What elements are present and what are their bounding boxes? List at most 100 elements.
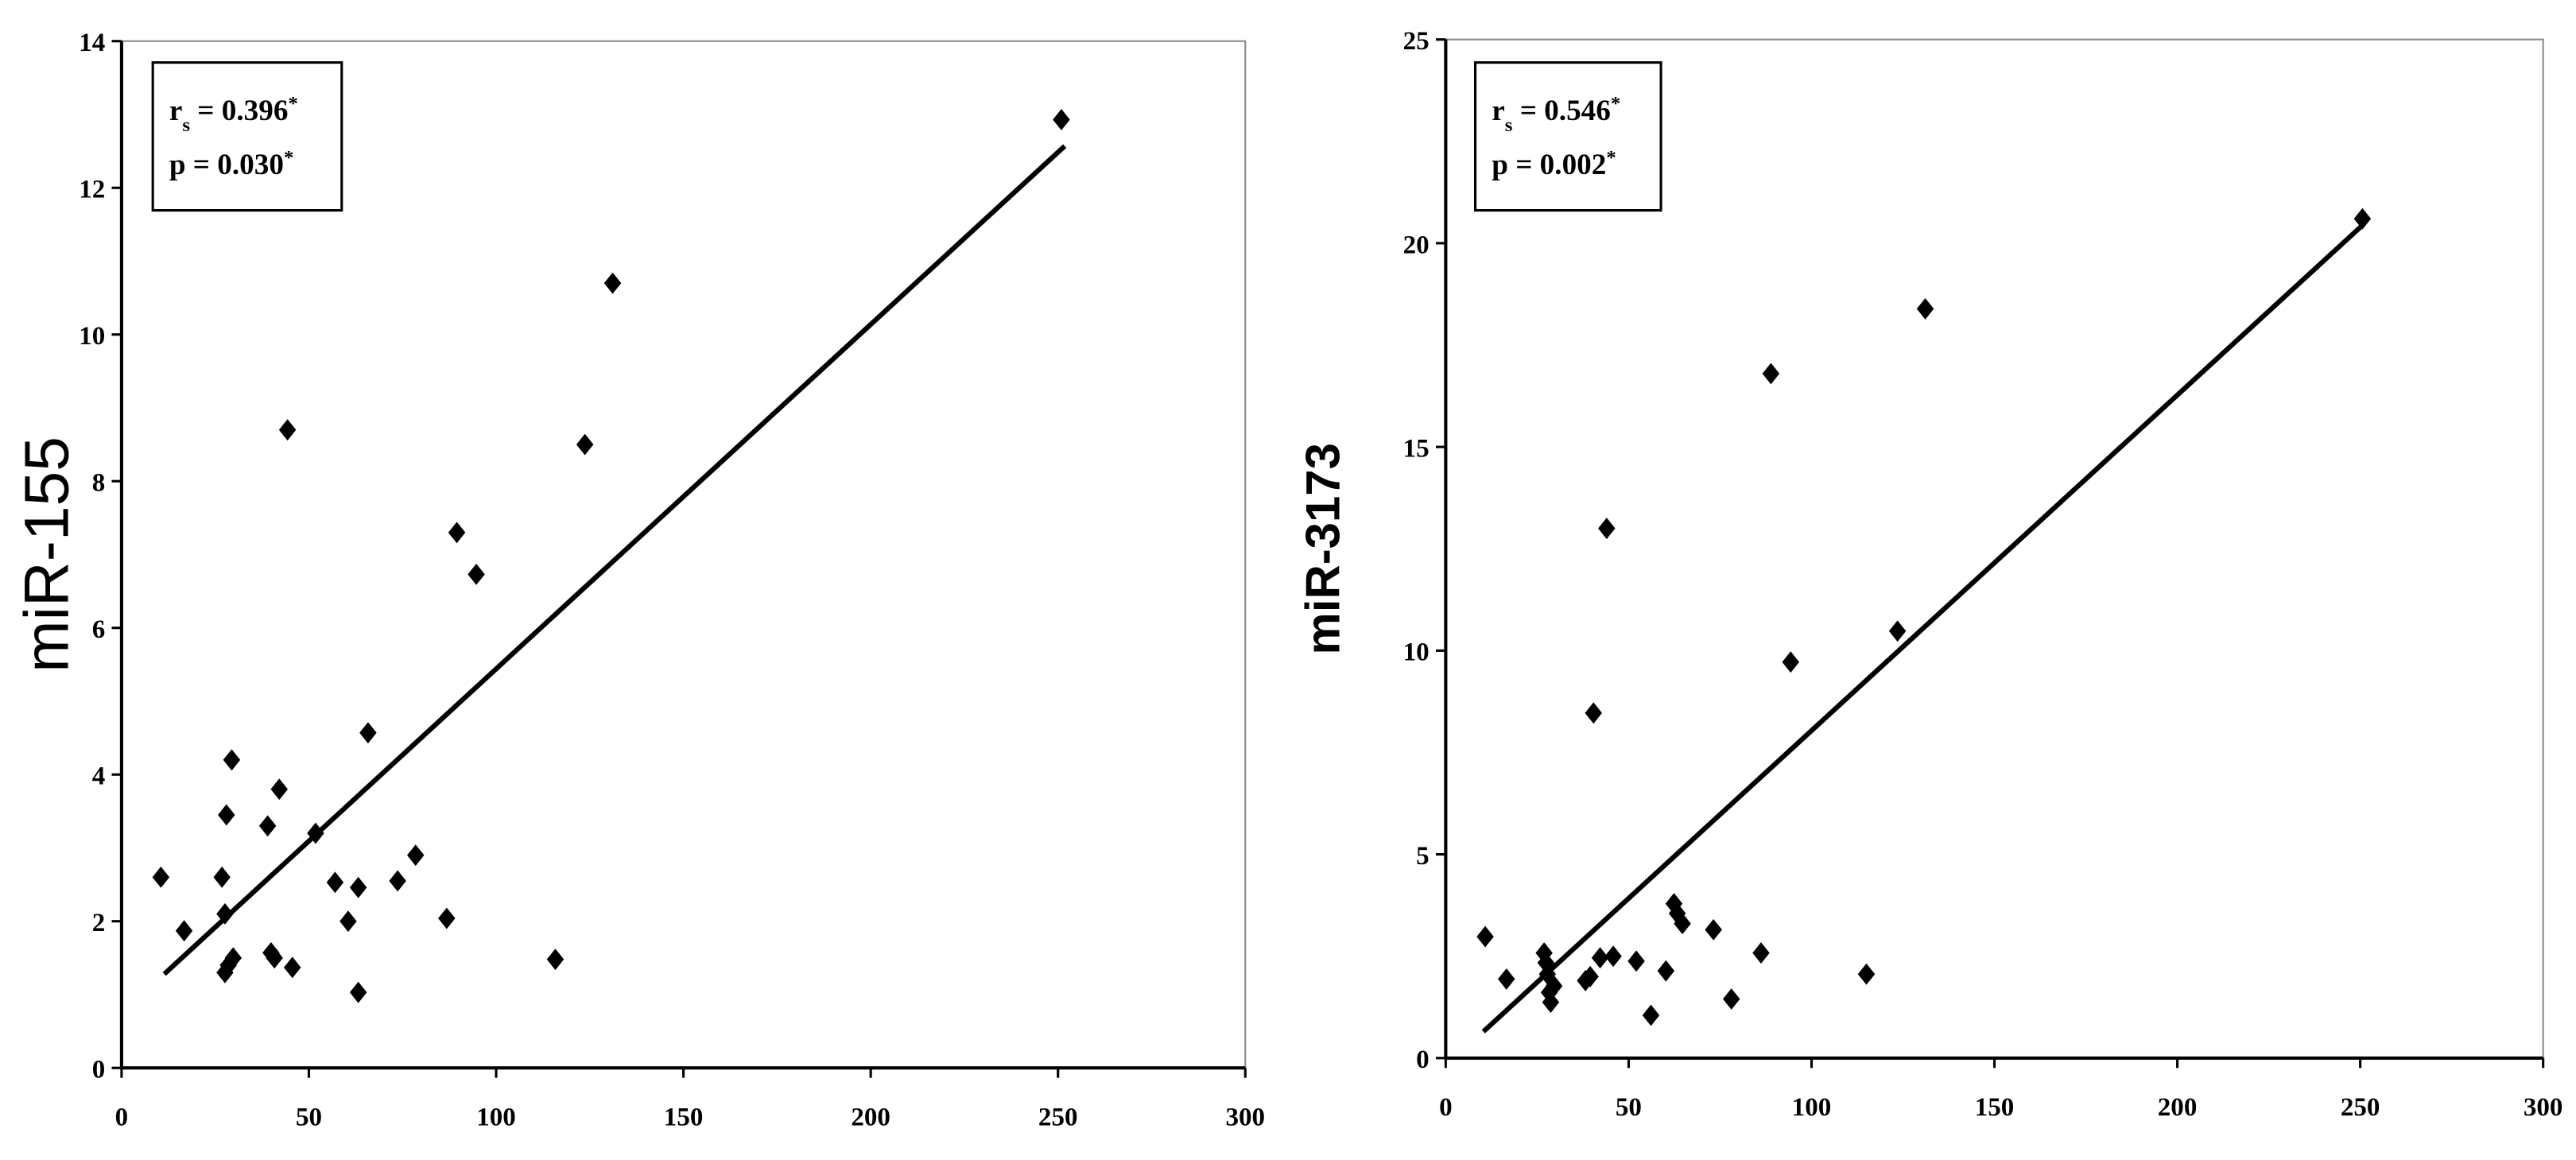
point bbox=[1598, 518, 1616, 540]
point bbox=[389, 870, 406, 892]
point bbox=[1476, 925, 1494, 948]
trend-line bbox=[162, 144, 1067, 976]
annotation-part: = 0.396 bbox=[190, 95, 288, 127]
point bbox=[278, 419, 297, 441]
x-tick-label: 50 bbox=[296, 1104, 322, 1132]
annotation: p = 0.030* bbox=[169, 147, 294, 182]
point bbox=[1674, 913, 1691, 935]
x-tick-label: 0 bbox=[115, 1104, 129, 1132]
point bbox=[349, 981, 367, 1003]
annotation-part: * bbox=[1606, 147, 1616, 169]
point bbox=[1604, 945, 1622, 968]
x-tick-label: 300 bbox=[2524, 1093, 2563, 1122]
point bbox=[603, 272, 622, 294]
point bbox=[326, 871, 344, 894]
point bbox=[1665, 893, 1683, 915]
point bbox=[1497, 968, 1515, 990]
point bbox=[1657, 960, 1675, 982]
annotation-part: * bbox=[1611, 92, 1620, 114]
point bbox=[1542, 991, 1560, 1014]
trend-line bbox=[1481, 223, 2365, 1034]
y-tick-label: 2 bbox=[92, 909, 106, 937]
point bbox=[258, 815, 277, 837]
point bbox=[266, 947, 283, 969]
annotation-part: p = 0.002 bbox=[1492, 149, 1606, 181]
annotation-part: s bbox=[1505, 114, 1513, 135]
x-tick-label: 50 bbox=[1616, 1093, 1642, 1122]
point bbox=[307, 822, 324, 844]
annotation: p = 0.002* bbox=[1492, 147, 1616, 182]
point bbox=[406, 844, 425, 867]
annotation-part: r bbox=[1492, 95, 1505, 127]
point bbox=[175, 920, 193, 942]
point bbox=[576, 433, 594, 456]
y-tick-label: 8 bbox=[92, 469, 106, 498]
y-tick-label: 25 bbox=[1403, 27, 1430, 56]
annotation-part: s bbox=[182, 114, 190, 135]
point bbox=[1762, 363, 1780, 385]
point bbox=[349, 876, 367, 898]
x-tick-label: 200 bbox=[851, 1104, 890, 1132]
point bbox=[1722, 988, 1740, 1010]
point bbox=[1538, 963, 1557, 985]
y-tick-label: 6 bbox=[92, 615, 106, 644]
x-tick-label: 100 bbox=[1792, 1093, 1832, 1122]
annotation-part: r bbox=[169, 95, 183, 127]
point bbox=[270, 778, 288, 801]
annotation-part: p = 0.030 bbox=[169, 149, 284, 181]
point bbox=[223, 749, 241, 771]
point bbox=[467, 563, 485, 585]
y-tick-label: 14 bbox=[79, 29, 105, 57]
point bbox=[1627, 950, 1645, 972]
annotation-part: * bbox=[288, 92, 297, 114]
point bbox=[1581, 965, 1599, 987]
annotation-box bbox=[151, 61, 343, 212]
point bbox=[1591, 947, 1609, 969]
annotation: rs = 0.546* bbox=[1492, 92, 1620, 135]
annotation-part: = 0.546 bbox=[1512, 95, 1610, 127]
y-tick-label: 12 bbox=[79, 176, 105, 204]
x-tick-label: 100 bbox=[476, 1104, 516, 1132]
x-tick-label: 200 bbox=[2158, 1093, 2198, 1122]
annotation-part: * bbox=[284, 147, 293, 169]
y-tick-label: 0 bbox=[1416, 1046, 1430, 1074]
point bbox=[546, 949, 564, 971]
point bbox=[448, 522, 466, 544]
x-tick-label: 250 bbox=[2341, 1093, 2380, 1122]
point bbox=[438, 907, 456, 929]
point bbox=[359, 722, 377, 744]
point bbox=[1916, 297, 1934, 320]
y-tick-label: 10 bbox=[1403, 638, 1430, 667]
annotation: rs = 0.396* bbox=[169, 92, 298, 135]
y-axis-label: miR-155 bbox=[11, 436, 81, 673]
x-tick-label: 300 bbox=[1225, 1104, 1265, 1132]
annotation-box bbox=[1474, 61, 1662, 212]
y-tick-label: 4 bbox=[92, 762, 106, 791]
point bbox=[152, 866, 170, 888]
x-tick-label: 0 bbox=[1439, 1093, 1453, 1122]
x-tick-label: 150 bbox=[1975, 1093, 2015, 1122]
y-tick-label: 5 bbox=[1416, 842, 1430, 871]
point bbox=[1752, 942, 1770, 964]
y-tick-label: 0 bbox=[92, 1056, 106, 1084]
point bbox=[1705, 918, 1722, 941]
point bbox=[1782, 651, 1799, 673]
point bbox=[2353, 208, 2372, 230]
point bbox=[218, 804, 235, 826]
point bbox=[339, 910, 357, 933]
y-tick-label: 15 bbox=[1403, 435, 1430, 464]
x-tick-label: 150 bbox=[664, 1104, 704, 1132]
point bbox=[1888, 620, 1907, 642]
y-tick-label: 10 bbox=[79, 322, 105, 351]
point bbox=[1642, 1004, 1660, 1026]
y-tick-label: 20 bbox=[1403, 231, 1430, 259]
point bbox=[283, 956, 301, 979]
point bbox=[1053, 109, 1070, 130]
point bbox=[1857, 963, 1876, 985]
point bbox=[1540, 981, 1558, 1003]
y-axis-label: miR-3173 bbox=[1296, 443, 1349, 654]
x-tick-label: 250 bbox=[1038, 1104, 1078, 1132]
